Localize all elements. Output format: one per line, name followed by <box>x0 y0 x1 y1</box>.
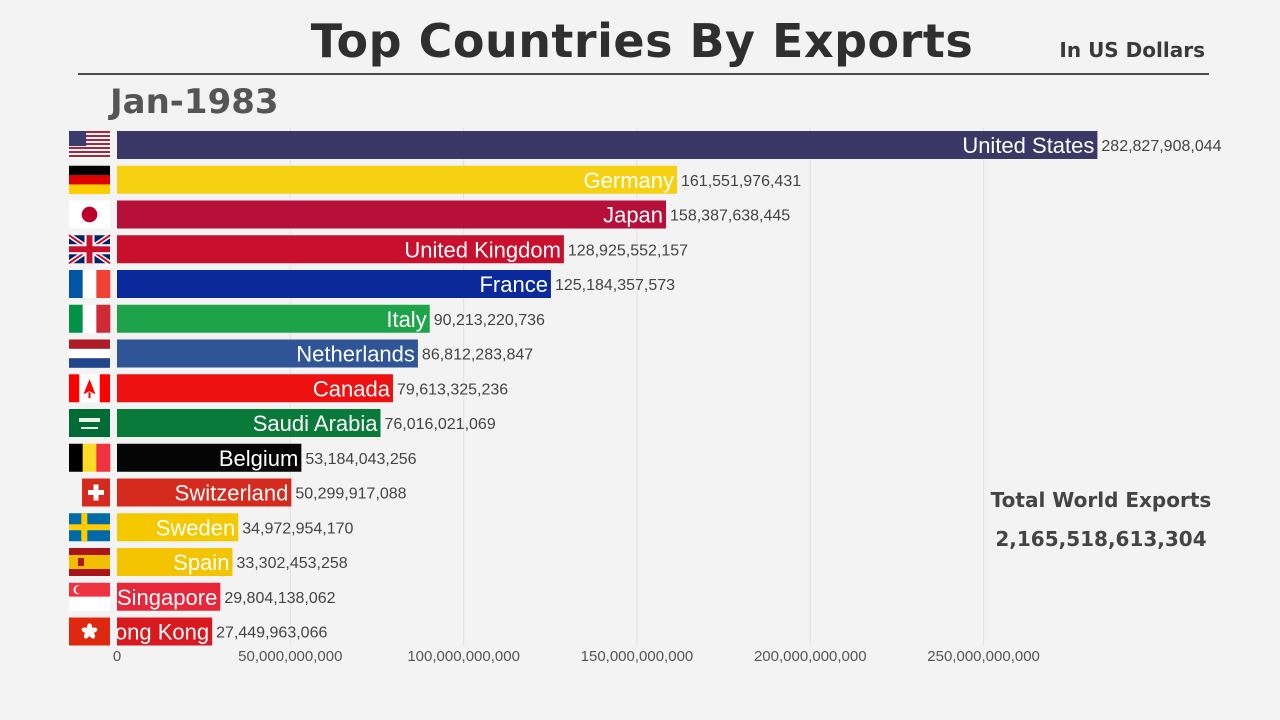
bar-category-label: France <box>479 272 547 297</box>
total-world-exports-value: 2,165,518,613,304 <box>995 527 1207 551</box>
bar-category-label: Singapore <box>117 585 217 610</box>
italy-flag-icon <box>69 304 111 333</box>
bar <box>117 409 381 437</box>
bar <box>117 374 393 403</box>
bar-category-label: United States <box>962 133 1094 158</box>
bar-category-label: Spain <box>173 550 229 575</box>
bar <box>117 478 292 507</box>
total-world-exports-label: Total World Exports <box>990 488 1212 512</box>
bar <box>117 165 678 194</box>
bar <box>117 304 430 333</box>
canada-flag-icon <box>69 374 110 403</box>
bar-value-label: 128,925,552,157 <box>568 242 688 259</box>
us-flag-icon <box>69 131 110 159</box>
bar <box>117 617 213 646</box>
bar-value-label: 158,387,638,445 <box>670 208 790 225</box>
chart-subtitle: In US Dollars <box>1059 38 1205 62</box>
japan-flag-icon <box>69 200 110 229</box>
bar-category-label: Netherlands <box>296 342 415 367</box>
bar <box>117 443 302 472</box>
germany-flag-icon <box>69 165 110 195</box>
x-tick-label: 200,000,000,000 <box>754 648 867 665</box>
spain-flag-icon <box>69 548 110 576</box>
bar-value-label: 27,449,963,066 <box>216 625 327 642</box>
period-label: Jan-1983 <box>110 82 279 122</box>
bar-value-label: 282,827,908,044 <box>1101 138 1221 155</box>
x-tick-label: 250,000,000,000 <box>927 648 1040 665</box>
bar-category-label: Switzerland <box>175 481 289 506</box>
saudi-arabia-flag-icon <box>69 409 110 437</box>
bar-value-label: 90,213,220,736 <box>434 312 545 329</box>
bar-value-label: 161,551,976,431 <box>681 173 801 190</box>
bar-value-label: 125,184,357,573 <box>555 277 675 294</box>
bar <box>117 270 551 298</box>
bar-value-label: 79,613,325,236 <box>397 381 508 398</box>
x-tick-label: 50,000,000,000 <box>238 648 342 665</box>
bar-value-label: 50,299,917,088 <box>295 486 406 503</box>
x-tick-label: 150,000,000,000 <box>581 648 694 665</box>
bar-category-label: United Kingdom <box>404 237 561 262</box>
netherlands-flag-icon <box>69 339 110 368</box>
bar <box>117 582 221 611</box>
bar-category-label: Canada <box>313 376 391 401</box>
bar <box>117 131 1098 159</box>
bar-category-label: Italy <box>386 307 426 332</box>
bar-category-label: Japan <box>603 203 663 228</box>
belgium-flag-icon <box>69 443 111 472</box>
bar-value-label: 34,972,954,170 <box>242 520 353 537</box>
bar-category-label: Hong Kong <box>99 620 209 645</box>
bar-category-label: Belgium <box>219 446 298 471</box>
singapore-flag-icon <box>69 582 110 611</box>
title-divider <box>78 73 1209 75</box>
switzerland-flag-icon <box>82 478 110 507</box>
bar-category-label: Saudi Arabia <box>253 411 379 436</box>
bar <box>117 235 564 264</box>
x-tick-label: 0 <box>113 648 121 665</box>
uk-flag-icon <box>67 233 112 266</box>
bar <box>117 200 667 229</box>
bar <box>117 548 233 576</box>
bar-value-label: 33,302,453,258 <box>236 555 347 572</box>
bar <box>117 513 239 542</box>
x-tick-label: 100,000,000,000 <box>407 648 520 665</box>
bar-category-label: Sweden <box>156 515 236 540</box>
bar-value-label: 53,184,043,256 <box>305 451 416 468</box>
sweden-flag-icon <box>69 513 110 542</box>
bar-value-label: 29,804,138,062 <box>224 590 335 607</box>
france-flag-icon <box>69 270 111 298</box>
bar-value-label: 76,016,021,069 <box>385 416 496 433</box>
bar-category-label: Germany <box>584 168 674 193</box>
bar-value-label: 86,812,283,847 <box>422 347 533 364</box>
bars-group: United States Germany Japan United Kingdom F… <box>99 131 1098 646</box>
bar <box>117 339 418 368</box>
hong-kong-flag-icon <box>69 617 110 646</box>
chart-title: Top Countries By Exports <box>310 14 974 68</box>
